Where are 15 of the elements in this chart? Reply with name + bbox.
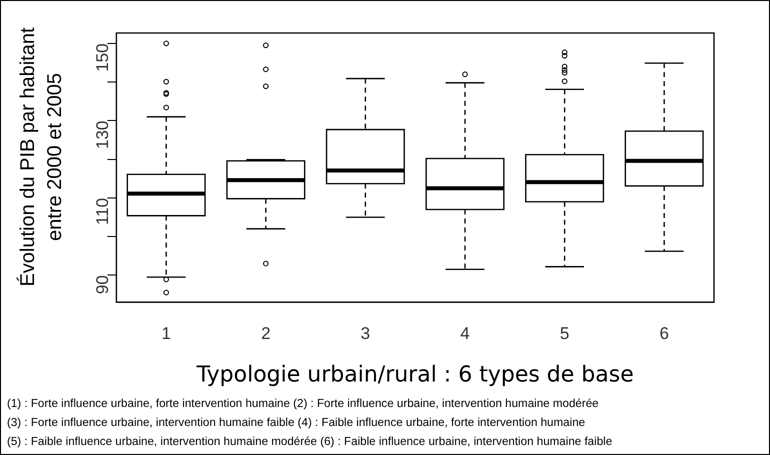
x-axis-title: Typologie urbain/rural : 6 types de base [196, 362, 634, 388]
x-tick-label: 2 [261, 324, 271, 344]
x-tick-label: 4 [460, 324, 470, 344]
text: (5) : Faible influence urbaine, intervention humaine modérée (6) : Faible influence urbaine, intervention humaine faible [7, 434, 614, 450]
y-tick-label: 90 [93, 275, 112, 294]
y-tick-label: 110 [93, 198, 112, 226]
y-axis-title: Évolution du PIB par habitant entre 2000 et 2005 [16, 26, 67, 289]
y-tick-label: 130 [93, 120, 112, 150]
text: (3) : Forte influence urbaine, intervention humaine faible (4) : Faible influence urbaine, forte intervention humaine [7, 415, 586, 431]
y-tick-label: 150 [93, 43, 112, 72]
x-tick-label: 6 [659, 324, 669, 344]
x-tick-label: 5 [560, 324, 570, 344]
x-tick-label: 1 [161, 324, 171, 344]
text: (1) : Forte influence urbaine, forte intervention humaine (2) : Forte influence urbaine, intervention humaine modérée [7, 396, 600, 412]
x-tick-label: 3 [360, 324, 370, 344]
